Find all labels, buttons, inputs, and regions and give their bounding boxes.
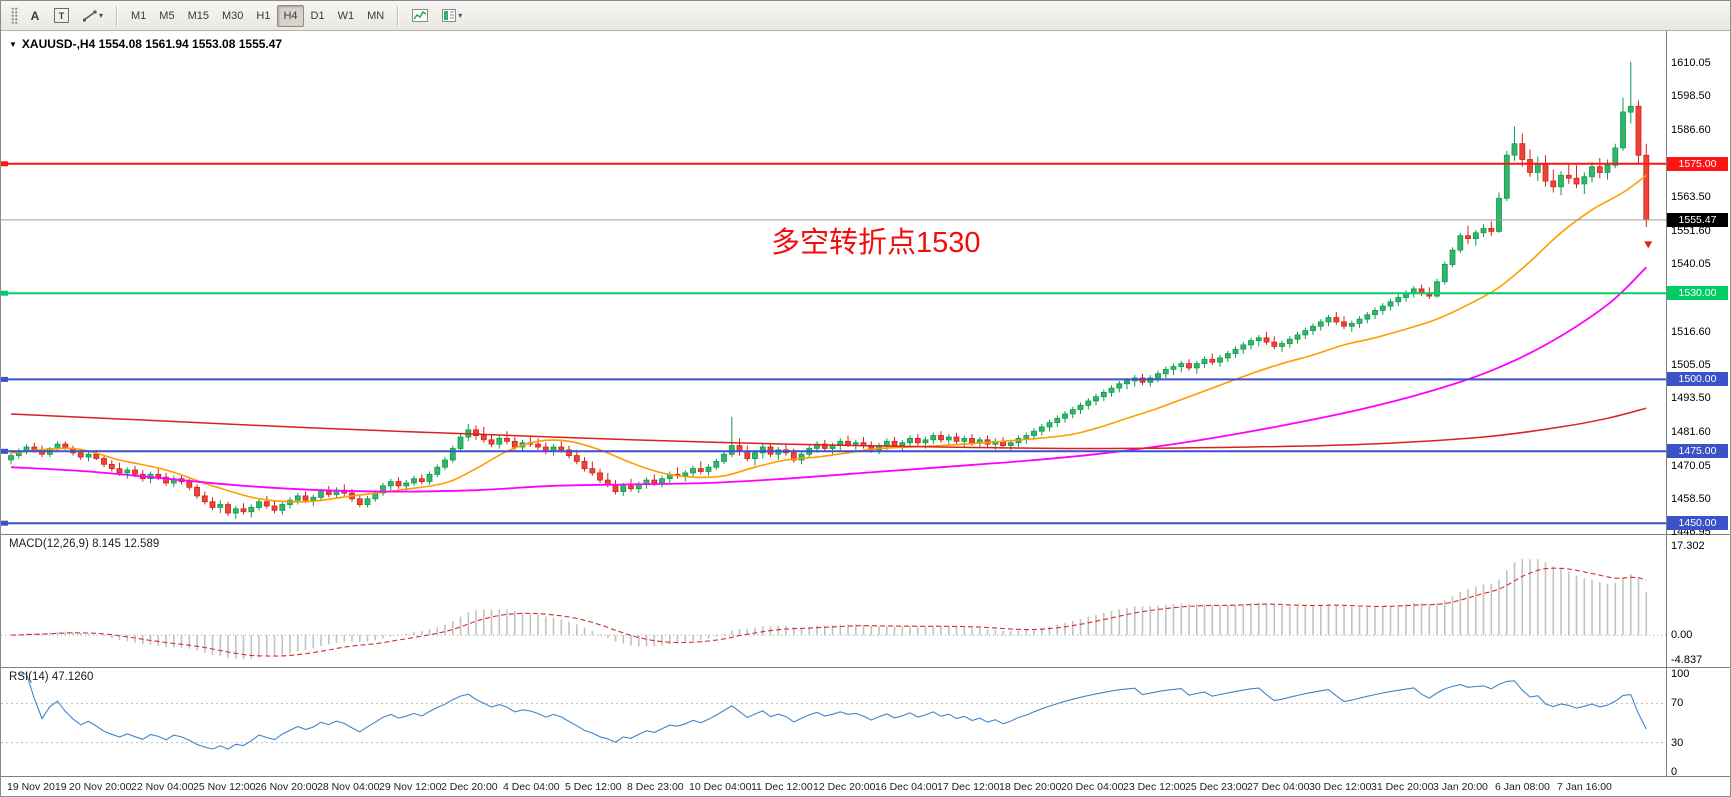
line-studies-dropdown-button[interactable]: ▾: [77, 5, 109, 27]
date-label: 11 Dec 12:00: [751, 781, 813, 793]
date-label: 20 Nov 20:00: [69, 781, 132, 793]
dropdown-caret-icon: ▾: [458, 11, 463, 20]
period-button-MN[interactable]: MN: [361, 5, 390, 27]
period-button-W1[interactable]: W1: [332, 5, 361, 27]
macd-histogram: [17, 559, 1648, 660]
toolbar: A T ▾ M1 M5 M15 M30 H1 H4 D1 W1 MN: [1, 1, 1730, 31]
date-label: 16 Dec 04:00: [875, 781, 938, 793]
date-label: 4 Dec 04:00: [503, 781, 560, 793]
date-label: 23 Dec 12:00: [1123, 781, 1186, 793]
period-button-M1[interactable]: M1: [125, 5, 152, 27]
dropdown-caret-icon: ▾: [99, 11, 104, 20]
panel-separators: [1, 31, 1730, 777]
price-tick-label: 1586.60: [1671, 124, 1711, 137]
price-line-badge: 1500.00: [1667, 372, 1728, 387]
toolbar-separator: [116, 5, 119, 26]
macd-scale-label: -4.837: [1671, 653, 1703, 666]
date-label: 6 Jan 08:00: [1495, 781, 1550, 793]
date-label: 19 Nov 2019: [7, 781, 67, 793]
date-label: 29 Nov 12:00: [379, 781, 442, 793]
price-tick-label: 1563.50: [1671, 190, 1711, 203]
current-price-badge: 1555.47: [1667, 212, 1728, 227]
period-button-H1[interactable]: H1: [250, 5, 276, 27]
period-button-D1[interactable]: D1: [305, 5, 331, 27]
ma-mid-line: [10, 266, 1647, 493]
rsi-scale-label: 100: [1671, 668, 1690, 680]
horizontal-price-lines[interactable]: [1, 161, 1666, 526]
date-label: 7 Jan 16:00: [1557, 781, 1612, 793]
price-line-badge: 1450.00: [1667, 516, 1728, 531]
timeframe-buttons: M1 M5 M15 M30 H1 H4 D1 W1 MN: [125, 4, 390, 27]
rsi-scale-label: 30: [1671, 736, 1684, 749]
date-label: 17 Dec 12:00: [937, 781, 1000, 793]
candlesticks-layer: [8, 61, 1650, 519]
symbol-info-line: ▼ XAUUSD-,H4 1554.08 1561.94 1553.08 155…: [9, 37, 282, 51]
period-button-H4[interactable]: H4: [277, 4, 304, 27]
price-line-badge: 1530.00: [1667, 286, 1728, 301]
toolbar-separator: [397, 5, 400, 26]
price-tick-label: 1481.60: [1671, 426, 1711, 439]
date-label: 31 Dec 20:00: [1371, 781, 1434, 793]
date-label: 8 Dec 23:00: [627, 781, 684, 793]
price-down-arrow-icon: [1644, 241, 1653, 249]
macd-scale-label: 17.302: [1671, 540, 1705, 552]
price-tick-label: 1540.05: [1671, 258, 1711, 271]
macd-signal-line: [10, 567, 1647, 657]
rsi-indicator-label: RSI(14) 47.1260: [9, 671, 94, 683]
date-label: 30 Dec 12:00: [1309, 781, 1372, 793]
price-tick-label: 1493.50: [1671, 392, 1711, 405]
period-button-M5[interactable]: M5: [153, 5, 180, 27]
ma-slow-line: [10, 407, 1647, 450]
toolbar-drag-handle[interactable]: [11, 6, 18, 25]
date-label: 22 Nov 04:00: [131, 781, 194, 793]
price-line-badge: 1575.00: [1667, 156, 1728, 171]
price-tick-label: 1516.60: [1671, 325, 1711, 338]
date-label: 25 Dec 23:00: [1185, 781, 1248, 793]
text-label-tool-button[interactable]: A: [24, 5, 46, 27]
price-tick-label: 1610.05: [1671, 57, 1711, 69]
trendline-icon: [83, 10, 97, 21]
date-label: 18 Dec 20:00: [999, 781, 1062, 793]
date-label: 28 Nov 04:00: [317, 781, 380, 793]
period-button-M30[interactable]: M30: [216, 5, 249, 27]
indicators-icon: [412, 9, 429, 22]
rsi-scale-label: 70: [1671, 697, 1684, 710]
price-tick-label: 1598.50: [1671, 90, 1711, 103]
date-label: 20 Dec 04:00: [1061, 781, 1124, 793]
indicators-button[interactable]: [406, 5, 434, 27]
chart-area[interactable]: ▼ XAUUSD-,H4 1554.08 1561.94 1553.08 155…: [1, 31, 1730, 796]
price-tick-label: 1470.05: [1671, 459, 1711, 472]
templates-icon: [442, 9, 457, 22]
macd-indicator-label: MACD(12,26,9) 8.145 12.589: [9, 538, 160, 550]
date-label: 27 Dec 04:00: [1247, 781, 1310, 793]
date-label: 25 Nov 12:00: [193, 781, 256, 793]
symbol-ohlc-text: XAUUSD-,H4 1554.08 1561.94 1553.08 1555.…: [21, 37, 283, 51]
price-tick-label: 1551.60: [1671, 225, 1711, 238]
price-tick-label: 1505.05: [1671, 358, 1711, 371]
date-label: 3 Jan 20:00: [1433, 781, 1488, 793]
chart-plot[interactable]: [1, 31, 1730, 796]
chart-text-annotation[interactable]: 多空转折点1530: [771, 227, 981, 259]
date-label: 26 Nov 20:00: [255, 781, 318, 793]
price-scale[interactable]: 1610.05 1598.50 1586.60 1575.00 1563.50 1551.…: [1667, 31, 1730, 778]
time-axis[interactable]: 19 Nov 2019 20 Nov 20:00 22 Nov 04:00 25 No…: [1, 777, 1730, 796]
ohlc-collapse-arrow-icon[interactable]: ▼: [9, 39, 17, 49]
period-button-M15[interactable]: M15: [182, 5, 215, 27]
text-frame-icon: T: [54, 8, 69, 23]
macd-scale-label: 0.00: [1671, 629, 1693, 642]
date-label: 5 Dec 12:00: [565, 781, 622, 793]
price-line-badge: 1475.00: [1667, 444, 1728, 459]
date-label: 12 Dec 20:00: [813, 781, 876, 793]
price-tick-label: 1458.50: [1671, 492, 1711, 505]
rsi-line: [18, 673, 1647, 750]
date-label: 10 Dec 04:00: [689, 781, 752, 793]
text-frame-tool-button[interactable]: T: [48, 5, 75, 27]
templates-button[interactable]: ▾: [436, 5, 468, 27]
date-label: 2 Dec 20:00: [441, 781, 498, 793]
rsi-scale-label: 0: [1671, 766, 1678, 778]
